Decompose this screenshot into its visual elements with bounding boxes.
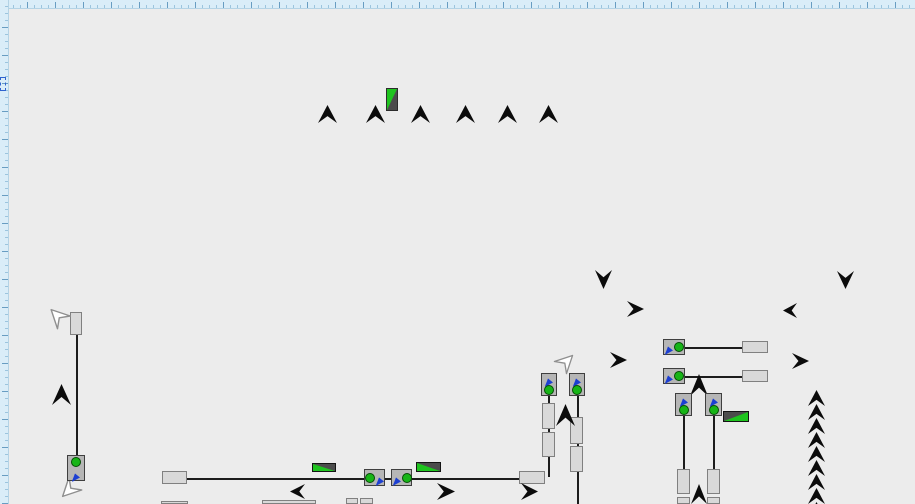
link-arrow-up-icon[interactable] — [691, 484, 707, 504]
road-segment[interactable] — [677, 497, 690, 504]
road-segment[interactable] — [707, 497, 720, 504]
link-arrow-down-icon[interactable] — [837, 271, 854, 289]
ramp-wedge-fill — [313, 464, 335, 471]
link-arrow-up-icon[interactable] — [808, 418, 825, 434]
link-arrow-up-icon[interactable] — [808, 404, 825, 420]
road-segment[interactable] — [742, 341, 768, 353]
link-arrow-up-icon[interactable] — [808, 432, 825, 448]
blue-flag-icon — [392, 473, 402, 486]
green-signal-icon — [365, 472, 375, 483]
blue-flag-icon — [572, 374, 582, 388]
link-arrow-up-icon[interactable] — [808, 488, 825, 504]
link-arrow-left-icon[interactable] — [290, 484, 305, 499]
left-ruler — [0, 0, 9, 504]
link-arrow-up-icon[interactable] — [498, 105, 517, 123]
blue-flag-icon — [375, 473, 385, 486]
road-segment[interactable] — [542, 432, 555, 457]
road-segment[interactable] — [519, 471, 545, 484]
top-ruler — [0, 0, 915, 9]
green-signal-icon — [674, 371, 684, 381]
road-segment[interactable] — [262, 500, 316, 504]
green-signal-icon — [708, 404, 719, 415]
link-line[interactable] — [713, 415, 715, 470]
signal-detector-box[interactable] — [705, 393, 722, 416]
road-segment[interactable] — [346, 498, 358, 504]
link-arrow-right-icon[interactable] — [792, 353, 809, 369]
left-ruler-major-ticks — [2, 0, 8, 504]
level-indicator-fill — [387, 89, 397, 110]
green-signal-icon — [674, 342, 684, 352]
ramp-wedge-icon[interactable] — [312, 463, 336, 472]
road-segment[interactable] — [570, 446, 583, 472]
link-line[interactable] — [685, 376, 744, 378]
link-arrow-right-icon[interactable] — [437, 483, 455, 500]
ramp-wedge-icon[interactable] — [723, 411, 749, 422]
signal-detector-box[interactable] — [569, 373, 585, 396]
link-arrow-up-icon[interactable] — [539, 105, 558, 123]
signal-detector-box[interactable] — [541, 373, 557, 396]
road-segment[interactable] — [742, 370, 768, 382]
signal-detector-box[interactable] — [364, 469, 385, 486]
link-arrow-up-icon[interactable] — [52, 384, 71, 405]
link-arrow-up-icon[interactable] — [318, 105, 337, 123]
link-arrow-up-icon[interactable] — [456, 105, 475, 123]
road-segment[interactable] — [707, 469, 720, 494]
ramp-wedge-fill — [417, 463, 440, 471]
signal-detector-box[interactable] — [391, 469, 412, 486]
ramp-wedge-fill — [724, 412, 748, 421]
road-segment[interactable] — [70, 312, 82, 335]
entry-exit-arrow-up-right-icon[interactable] — [553, 352, 577, 375]
blue-flag-icon — [544, 374, 554, 388]
link-arrow-up-icon[interactable] — [808, 460, 825, 476]
link-arrow-up-icon[interactable] — [366, 105, 385, 123]
green-signal-icon — [572, 384, 582, 395]
blue-flag-icon — [664, 371, 674, 384]
blue-flag-icon — [709, 394, 719, 408]
blue-flag-icon — [679, 394, 689, 408]
link-line[interactable] — [186, 478, 521, 480]
level-indicator-icon[interactable] — [386, 88, 398, 111]
link-arrow-right-icon[interactable] — [521, 483, 538, 500]
entry-exit-arrow-down-left-icon[interactable] — [58, 476, 83, 500]
link-arrow-down-icon[interactable] — [595, 270, 612, 289]
top-ruler-major-ticks — [0, 2, 915, 8]
road-segment[interactable] — [162, 471, 187, 484]
green-signal-icon — [544, 384, 554, 395]
green-signal-icon — [71, 457, 81, 468]
signal-detector-box[interactable] — [67, 455, 85, 482]
entry-exit-arrow-up-left-icon[interactable] — [47, 306, 71, 330]
ruler-position-marker — [0, 77, 6, 91]
link-arrow-up-icon[interactable] — [808, 390, 825, 406]
link-line[interactable] — [683, 415, 685, 470]
blue-flag-icon — [71, 469, 81, 482]
link-line[interactable] — [76, 333, 78, 462]
link-arrow-left-icon[interactable] — [783, 303, 797, 318]
link-arrow-right-icon[interactable] — [610, 352, 627, 368]
link-arrow-up-icon[interactable] — [808, 446, 825, 462]
road-segment[interactable] — [360, 498, 373, 504]
road-segment[interactable] — [542, 403, 555, 429]
blue-flag-icon — [664, 342, 674, 355]
link-arrow-up-icon[interactable] — [808, 474, 825, 490]
link-arrow-right-icon[interactable] — [627, 301, 644, 317]
road-segment[interactable] — [677, 469, 690, 494]
link-arrow-up-icon[interactable] — [808, 502, 825, 504]
link-line[interactable] — [685, 347, 744, 349]
signal-detector-box[interactable] — [663, 368, 685, 384]
link-arrow-up-icon[interactable] — [556, 404, 575, 426]
green-signal-icon — [678, 404, 689, 415]
green-signal-icon — [402, 472, 412, 483]
link-arrow-up-icon[interactable] — [411, 105, 430, 123]
signal-detector-box[interactable] — [663, 339, 685, 355]
signal-detector-box[interactable] — [675, 393, 692, 416]
ramp-wedge-icon[interactable] — [416, 462, 441, 472]
